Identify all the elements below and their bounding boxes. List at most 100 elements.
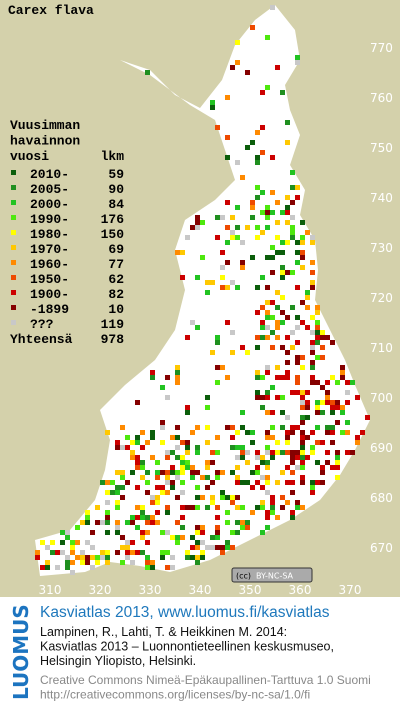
grid-cell: [265, 205, 270, 210]
legend-count: 90: [108, 182, 124, 197]
grid-cell: [280, 470, 285, 475]
grid-cell: [155, 500, 160, 505]
grid-cell: [355, 395, 360, 400]
north-label: 710: [370, 341, 393, 355]
grid-cell: [135, 550, 140, 555]
grid-cell: [215, 380, 220, 385]
citation-line: Kasviatlas 2013 – Luonnontieteellinen ke…: [40, 640, 334, 654]
atlas-link[interactable]: Kasviatlas 2013, www.luomus.fi/kasviatla…: [40, 604, 330, 621]
legend-swatch: [11, 170, 16, 175]
grid-cell: [175, 365, 180, 370]
grid-cell: [260, 335, 265, 340]
grid-cell: [295, 240, 300, 245]
grid-cell: [270, 155, 275, 160]
grid-cell: [250, 440, 255, 445]
grid-cell: [225, 320, 230, 325]
grid-cell: [195, 530, 200, 535]
legend-count: 150: [101, 227, 125, 242]
grid-cell: [275, 375, 280, 380]
grid-cell: [305, 415, 310, 420]
grid-cell: [330, 405, 335, 410]
grid-cell: [240, 425, 245, 430]
grid-cell: [315, 410, 320, 415]
grid-cell: [290, 215, 295, 220]
grid-cell: [265, 410, 270, 415]
grid-cell: [335, 465, 340, 470]
grid-cell: [170, 535, 175, 540]
grid-cell: [150, 455, 155, 460]
grid-cell: [55, 550, 60, 555]
grid-cell: [260, 500, 265, 505]
grid-cell: [155, 470, 160, 475]
grid-cell: [275, 450, 280, 455]
legend-label: 2000-: [30, 197, 69, 212]
grid-cell: [315, 325, 320, 330]
grid-cell: [70, 540, 75, 545]
grid-cell: [310, 375, 315, 380]
citation-line: Lampinen, R., Lahti, T. & Heikkinen M. 2…: [40, 625, 287, 639]
grid-cell: [220, 285, 225, 290]
grid-cell: [205, 545, 210, 550]
grid-cell: [310, 490, 315, 495]
grid-cell: [215, 505, 220, 510]
grid-cell: [355, 440, 360, 445]
grid-cell: [215, 535, 220, 540]
grid-cell: [275, 320, 280, 325]
grid-cell: [275, 395, 280, 400]
grid-cell: [185, 465, 190, 470]
grid-cell: [230, 215, 235, 220]
grid-cell: [180, 535, 185, 540]
grid-cell: [75, 525, 80, 530]
grid-cell: [230, 425, 235, 430]
grid-cell: [265, 325, 270, 330]
grid-cell: [225, 225, 230, 230]
grid-cell: [230, 495, 235, 500]
grid-cell: [160, 550, 165, 555]
grid-cell: [285, 315, 290, 320]
grid-cell: [165, 490, 170, 495]
grid-cell: [315, 320, 320, 325]
grid-cell: [205, 475, 210, 480]
grid-cell: [290, 430, 295, 435]
grid-cell: [225, 240, 230, 245]
grid-cell: [290, 225, 295, 230]
grid-cell: [85, 560, 90, 565]
grid-cell: [135, 455, 140, 460]
grid-cell: [240, 175, 245, 180]
grid-cell: [140, 510, 145, 515]
grid-cell: [300, 420, 305, 425]
grid-cell: [205, 440, 210, 445]
grid-cell: [305, 295, 310, 300]
grid-cell: [290, 170, 295, 175]
grid-cell: [315, 405, 320, 410]
grid-cell: [125, 555, 130, 560]
grid-cell: [125, 520, 130, 525]
grid-cell: [240, 480, 245, 485]
grid-cell: [210, 500, 215, 505]
grid-cell: [275, 220, 280, 225]
grid-cell: [200, 220, 205, 225]
grid-cell: [250, 205, 255, 210]
grid-cell: [145, 480, 150, 485]
grid-cell: [325, 425, 330, 430]
grid-cell: [80, 520, 85, 525]
grid-cell: [155, 475, 160, 480]
grid-cell: [330, 340, 335, 345]
grid-cell: [35, 555, 40, 560]
grid-cell: [175, 380, 180, 385]
grid-cell: [165, 505, 170, 510]
grid-cell: [280, 345, 285, 350]
grid-cell: [280, 265, 285, 270]
grid-cell: [170, 450, 175, 455]
grid-cell: [215, 335, 220, 340]
grid-cell: [365, 415, 370, 420]
grid-cell: [140, 430, 145, 435]
grid-cell: [275, 515, 280, 520]
grid-cell: [45, 545, 50, 550]
grid-cell: [225, 135, 230, 140]
grid-cell: [285, 240, 290, 245]
grid-cell: [190, 475, 195, 480]
grid-cell: [165, 375, 170, 380]
grid-cell: [280, 295, 285, 300]
legend-count: 77: [108, 257, 124, 272]
